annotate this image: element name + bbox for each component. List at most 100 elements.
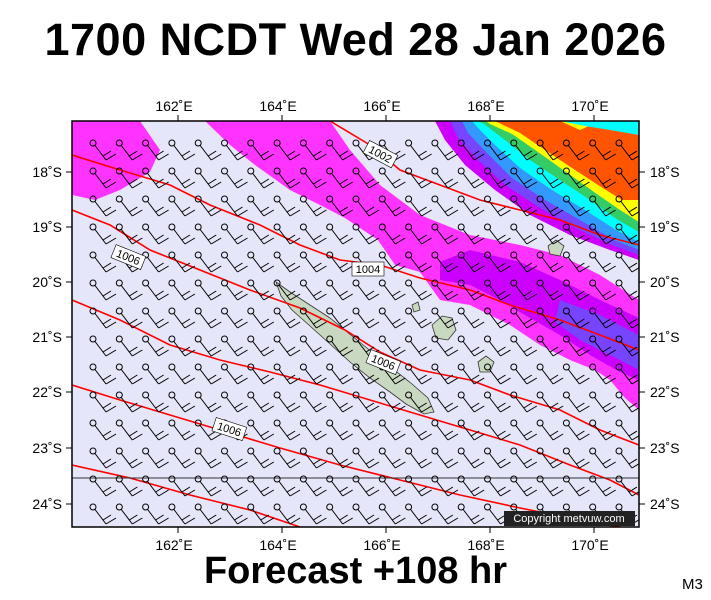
- wind-barb: [299, 391, 327, 413]
- wind-barb: [510, 167, 538, 189]
- wind-barb: [194, 503, 222, 525]
- wind-barb: [484, 419, 511, 441]
- wind-barb: [457, 475, 485, 497]
- wind-barb: [484, 391, 511, 413]
- wind-barb: [326, 251, 353, 273]
- wind-barb: [89, 391, 117, 413]
- wind-barb: [299, 335, 327, 357]
- wind-barb: [431, 195, 459, 217]
- wind-barb: [194, 167, 222, 189]
- wind-barb: [273, 335, 301, 357]
- wind-barb: [510, 195, 538, 217]
- wind-barb: [273, 307, 301, 329]
- wind-barb: [378, 167, 406, 189]
- wind-barb: [326, 195, 353, 217]
- lat-tick-label: 19˚S: [650, 219, 680, 235]
- wind-barb: [536, 419, 564, 441]
- wind-barb: [405, 279, 432, 301]
- wind-barb: [378, 279, 406, 301]
- wind-barb: [247, 475, 275, 497]
- wind-barb: [589, 447, 616, 469]
- wind-barb: [352, 195, 380, 217]
- wind-barb: [405, 503, 432, 525]
- lon-tick-label: 170˚E: [571, 537, 608, 553]
- wind-barb: [221, 223, 248, 245]
- wind-barb: [89, 139, 117, 161]
- wind-barb: [299, 447, 327, 469]
- wind-barb: [615, 391, 639, 413]
- wind-barb: [562, 391, 590, 413]
- wind-barb: [299, 307, 327, 329]
- wind-barb: [536, 307, 564, 329]
- wind-barb: [326, 335, 353, 357]
- wind-barb: [510, 307, 538, 329]
- wind-barb: [299, 251, 327, 273]
- wind-barb: [484, 363, 511, 385]
- wind-barb: [536, 223, 564, 245]
- wind-barb: [142, 419, 169, 441]
- wind-barb: [589, 363, 616, 385]
- wind-barb: [352, 223, 380, 245]
- wind-barb: [405, 223, 432, 245]
- wind-barb: [115, 503, 143, 525]
- copyright-badge: Copyright metvuw.com: [504, 511, 635, 526]
- wind-barb: [247, 139, 275, 161]
- wind-barb: [247, 503, 275, 525]
- lat-tick-label: 18˚S: [32, 164, 62, 180]
- wind-barb: [89, 279, 117, 301]
- wind-barb: [615, 251, 639, 273]
- wind-barb: [194, 363, 222, 385]
- wind-barb: [89, 167, 117, 189]
- wind-barb: [615, 223, 639, 245]
- wind-barb: [89, 447, 117, 469]
- wind-barb: [431, 363, 459, 385]
- wind-barb: [326, 419, 353, 441]
- wind-barb: [615, 167, 639, 189]
- wind-barb: [352, 391, 380, 413]
- wind-barb: [142, 279, 169, 301]
- model-code: M3: [682, 576, 703, 593]
- wind-barb: [115, 335, 143, 357]
- wind-barb: [142, 335, 169, 357]
- wind-barb: [89, 335, 117, 357]
- wind-barb: [221, 139, 248, 161]
- wind-barb: [562, 363, 590, 385]
- wind-barb: [615, 447, 639, 469]
- wind-barb: [221, 251, 248, 273]
- wind-barb: [562, 251, 590, 273]
- wind-barb: [273, 363, 301, 385]
- wind-barb: [431, 391, 459, 413]
- wind-barb: [142, 363, 169, 385]
- wind-barb: [457, 279, 485, 301]
- wind-barb: [536, 363, 564, 385]
- wind-barb: [457, 503, 485, 525]
- wind-barb: [510, 251, 538, 273]
- wind-barb: [431, 335, 459, 357]
- wind-barb: [168, 307, 196, 329]
- wind-barb: [536, 139, 564, 161]
- wind-barb: [168, 475, 196, 497]
- wind-barb: [221, 475, 248, 497]
- wind-barb: [115, 195, 143, 217]
- wind-barb: [221, 167, 248, 189]
- wind-barb: [142, 139, 169, 161]
- wind-barb: [273, 167, 301, 189]
- wind-barb: [536, 195, 564, 217]
- wind-barb: [562, 139, 590, 161]
- wind-barb: [405, 391, 432, 413]
- wind-barb: [378, 223, 406, 245]
- wind-barb: [378, 447, 406, 469]
- wind-barb: [142, 195, 169, 217]
- wind-barb: [115, 419, 143, 441]
- wind-barb: [510, 223, 538, 245]
- wind-barb: [457, 195, 485, 217]
- wind-barb: [378, 307, 406, 329]
- wind-barb: [457, 307, 485, 329]
- wind-barb: [247, 223, 275, 245]
- lat-tick-label: 24˚S: [650, 496, 680, 512]
- wind-barb: [510, 363, 538, 385]
- wind-barb: [273, 503, 301, 525]
- wind-barb: [431, 475, 459, 497]
- wind-barb: [326, 139, 353, 161]
- wind-barb: [352, 475, 380, 497]
